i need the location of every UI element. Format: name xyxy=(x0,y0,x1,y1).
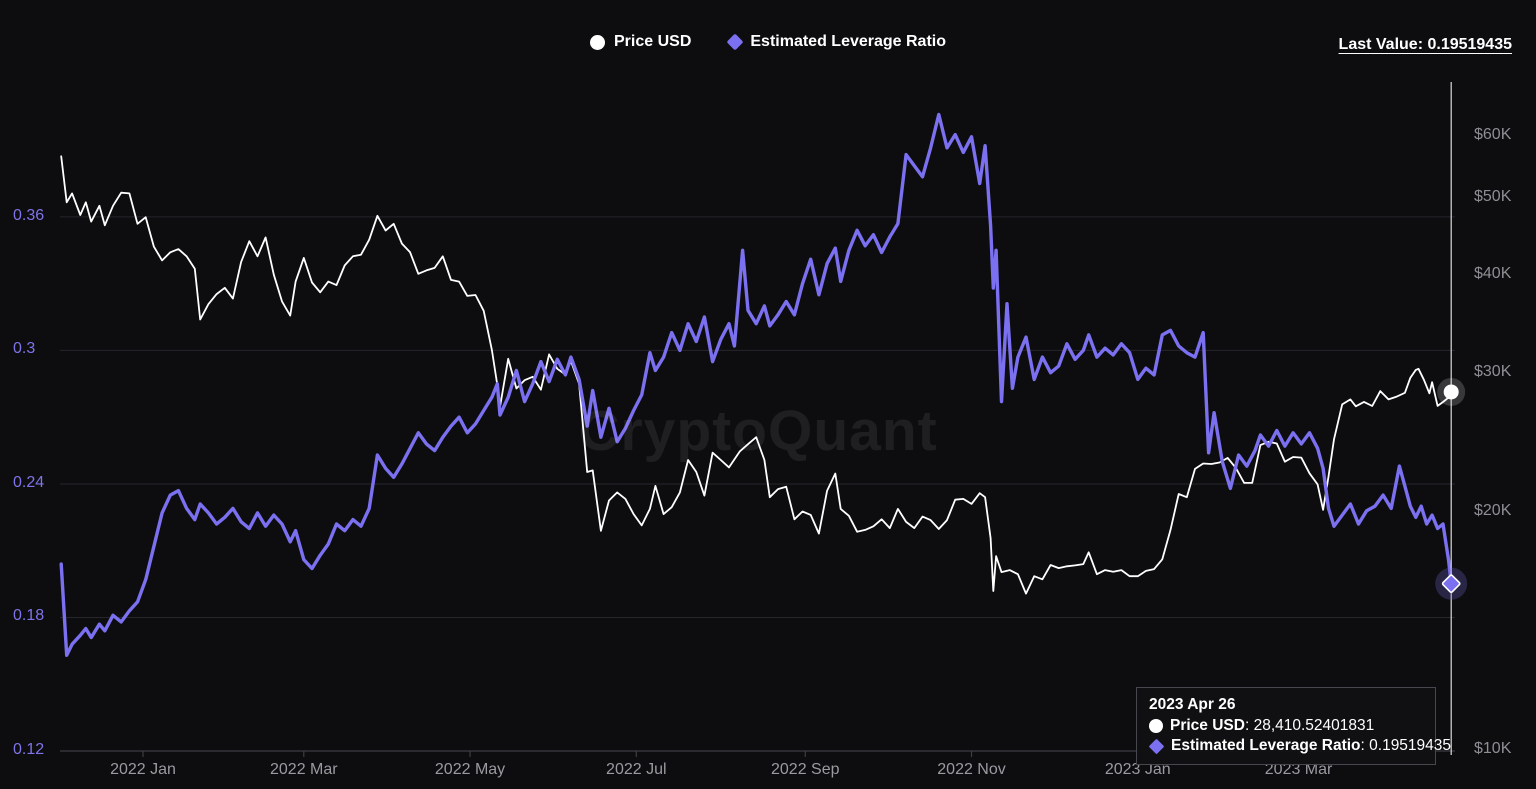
x-axis-tick-label: 2022 Mar xyxy=(270,761,338,778)
leverage-point-marker[interactable] xyxy=(1441,574,1461,594)
right-axis-tick-label: $30K xyxy=(1474,363,1512,381)
last-value-link[interactable]: Last Value: 0.19519435 xyxy=(1338,36,1512,53)
x-axis-tick-label: 2022 Sep xyxy=(771,761,840,778)
x-axis-tick-label: 2023 Mar xyxy=(1264,761,1333,778)
left-axis-tick-label: 0.3 xyxy=(13,340,36,358)
price-circle-icon xyxy=(590,34,605,50)
legend-item-leverage-ratio[interactable]: Estimated Leverage Ratio xyxy=(726,33,946,51)
x-axis-tick-label: 2022 Jan xyxy=(110,761,176,778)
right-axis-tick-label: $20K xyxy=(1474,502,1512,520)
left-axis-tick-label: 0.18 xyxy=(13,607,45,625)
tooltip-date: 2023 Apr 26 xyxy=(1149,696,1236,713)
price-circle-icon xyxy=(1149,719,1163,733)
series-line-price-usd[interactable] xyxy=(60,155,1453,595)
x-axis-tick-label: 2022 May xyxy=(434,761,506,778)
leverage-diamond-icon xyxy=(726,33,744,51)
tooltip-price-label: Price USD xyxy=(1170,717,1245,734)
tooltip-leverage-value: 0.19519435 xyxy=(1361,737,1452,754)
legend-item-price-usd[interactable]: Price USD xyxy=(590,33,691,51)
x-axis-tick-label: 2022 Nov xyxy=(937,761,1006,778)
right-axis-tick-label: $60K xyxy=(1474,125,1512,143)
legend-label: Price USD xyxy=(614,33,692,50)
left-axis-tick-label: 0.12 xyxy=(13,741,45,758)
left-axis-tick-label: 0.24 xyxy=(13,473,45,491)
leverage-diamond-icon xyxy=(1148,738,1165,754)
right-axis-tick-label: $10K xyxy=(1474,740,1512,757)
tooltip-price-value: 28,410.52401831 xyxy=(1245,717,1374,734)
legend: Price USD Estimated Leverage Ratio xyxy=(0,33,1536,51)
tooltip-row-price: Price USD28,410.52401831 xyxy=(1149,716,1423,736)
x-axis-tick-label: 2023 Jan xyxy=(1104,761,1171,778)
right-axis-tick-label: $50K xyxy=(1474,188,1512,206)
legend-label: Estimated Leverage Ratio xyxy=(750,33,946,50)
series-line-estimated-leverage-ratio[interactable] xyxy=(59,112,1453,657)
tooltip-leverage-label: Estimated Leverage Ratio xyxy=(1171,737,1361,754)
hover-tooltip: 2023 Apr 26 Price USD28,410.52401831 Est… xyxy=(1136,687,1451,765)
right-axis-tick-label: $40K xyxy=(1474,264,1512,282)
price-point-marker[interactable] xyxy=(1443,384,1459,400)
tooltip-row-leverage: Estimated Leverage Ratio0.19519435 xyxy=(1148,736,1451,756)
x-axis-tick-label: 2022 Jul xyxy=(606,761,667,778)
left-axis-tick-label: 0.36 xyxy=(13,206,45,224)
